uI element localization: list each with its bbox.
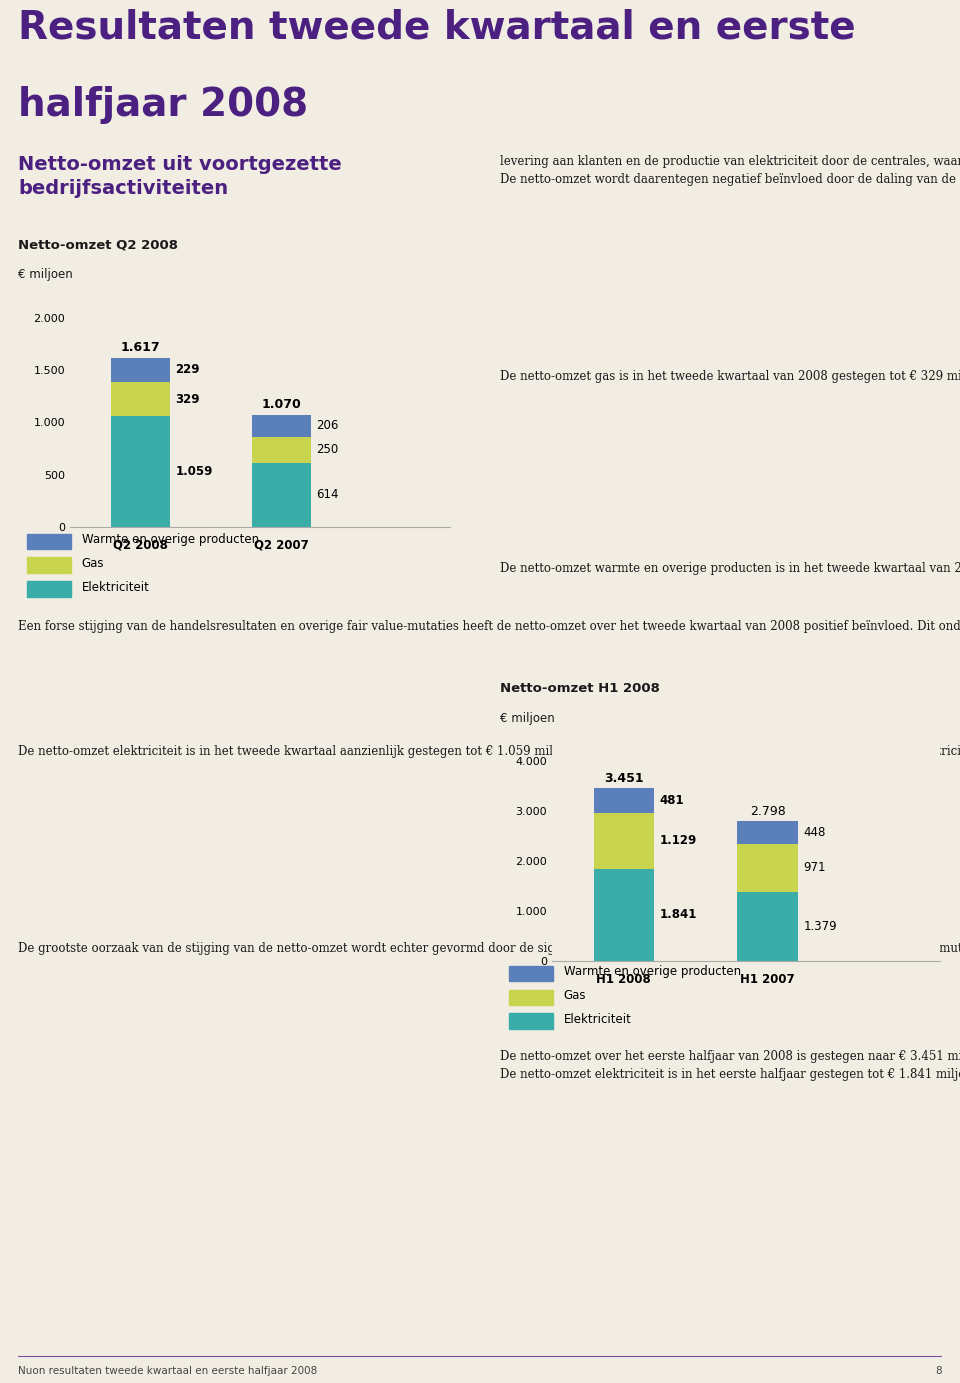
Text: Warmte en overige producten: Warmte en overige producten <box>82 534 259 546</box>
Text: 1.129: 1.129 <box>660 834 697 848</box>
Text: Gas: Gas <box>564 989 587 1003</box>
Bar <box>737 822 798 844</box>
Text: De netto-omzet elektriciteit is in het tweede kwartaal aanzienlijk gestegen tot : De netto-omzet elektriciteit is in het t… <box>18 745 960 758</box>
Text: 2.798: 2.798 <box>750 805 785 817</box>
Text: 250: 250 <box>316 443 339 456</box>
Text: Warmte en overige producten: Warmte en overige producten <box>564 965 741 979</box>
Text: 206: 206 <box>316 419 339 433</box>
FancyBboxPatch shape <box>509 989 553 1005</box>
FancyBboxPatch shape <box>509 1014 553 1029</box>
Text: Netto-omzet uit voortgezette
bedrijfsactiviteiten: Netto-omzet uit voortgezette bedrijfsact… <box>18 155 342 198</box>
Text: 614: 614 <box>316 488 339 502</box>
Bar <box>737 892 798 961</box>
Bar <box>252 463 311 527</box>
Text: 1.617: 1.617 <box>121 342 160 354</box>
Text: 481: 481 <box>660 794 684 806</box>
Bar <box>110 358 170 382</box>
FancyBboxPatch shape <box>27 581 71 596</box>
Bar <box>593 812 654 869</box>
Text: 8: 8 <box>935 1366 942 1376</box>
Bar <box>110 416 170 527</box>
FancyBboxPatch shape <box>509 965 553 981</box>
Text: 1.059: 1.059 <box>176 465 213 479</box>
Text: De grootste oorzaak van de stijging van de netto-omzet wordt echter gevormd door: De grootste oorzaak van de stijging van … <box>18 942 960 956</box>
Text: Netto-omzet Q2 2008: Netto-omzet Q2 2008 <box>18 238 178 250</box>
Text: 1.841: 1.841 <box>660 909 697 921</box>
Bar <box>252 437 311 463</box>
FancyBboxPatch shape <box>27 534 71 549</box>
Text: 971: 971 <box>804 862 826 874</box>
Text: Netto-omzet H1 2008: Netto-omzet H1 2008 <box>500 682 660 696</box>
Text: 448: 448 <box>804 826 826 839</box>
Text: De netto-omzet warmte en overige producten is in het tweede kwartaal van 2008 ge: De netto-omzet warmte en overige product… <box>500 561 960 575</box>
Text: Elektriciteit: Elektriciteit <box>564 1014 632 1026</box>
Bar <box>110 382 170 416</box>
Text: levering aan klanten en de productie van elektriciteit door de centrales, waarde: levering aan klanten en de productie van… <box>500 155 960 185</box>
Text: Gas: Gas <box>82 557 105 570</box>
Text: De netto-omzet gas is in het tweede kwartaal van 2008 gestegen tot € 329 miljoen: De netto-omzet gas is in het tweede kwar… <box>500 371 960 383</box>
Text: 229: 229 <box>176 364 200 376</box>
Text: halfjaar 2008: halfjaar 2008 <box>18 86 308 123</box>
Text: Resultaten tweede kwartaal en eerste: Resultaten tweede kwartaal en eerste <box>18 8 855 46</box>
Bar <box>252 415 311 437</box>
Bar <box>593 869 654 961</box>
Text: 3.451: 3.451 <box>604 772 643 786</box>
Text: 1.070: 1.070 <box>261 398 301 412</box>
FancyBboxPatch shape <box>27 557 71 573</box>
Text: De netto-omzet over het eerste halfjaar van 2008 is gestegen naar € 3.451 miljoe: De netto-omzet over het eerste halfjaar … <box>500 1050 960 1082</box>
Text: Een forse stijging van de handelsresultaten en overige fair value-mutaties heeft: Een forse stijging van de handelsresulta… <box>18 620 960 633</box>
Bar <box>593 788 654 812</box>
Text: 1.379: 1.379 <box>804 920 837 934</box>
Text: Nuon resultaten tweede kwartaal en eerste halfjaar 2008: Nuon resultaten tweede kwartaal en eerst… <box>18 1366 317 1376</box>
Text: € miljoen: € miljoen <box>18 268 73 281</box>
Bar <box>737 844 798 892</box>
Text: Elektriciteit: Elektriciteit <box>82 581 150 595</box>
Text: 329: 329 <box>176 393 200 405</box>
Text: € miljoen: € miljoen <box>500 712 555 725</box>
